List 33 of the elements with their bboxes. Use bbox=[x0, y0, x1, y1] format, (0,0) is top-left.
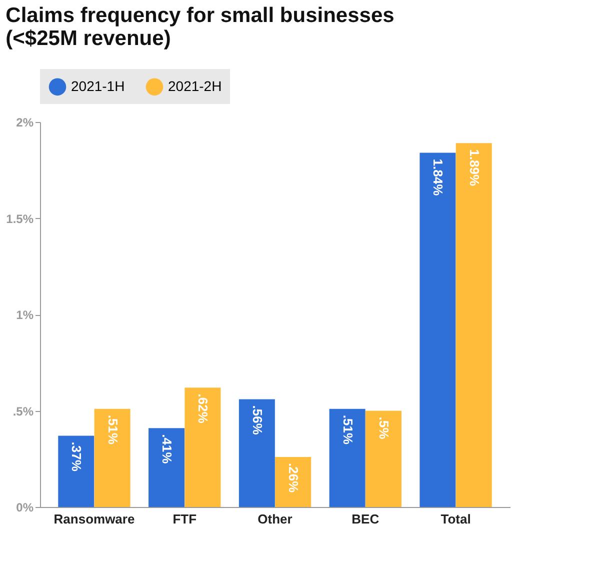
bar bbox=[94, 408, 130, 507]
bar bbox=[148, 428, 185, 507]
x-tick-label: Other bbox=[258, 512, 292, 526]
bar bbox=[329, 408, 366, 507]
data-label: .26% bbox=[286, 462, 302, 494]
y-tick-label: 1% bbox=[16, 308, 34, 322]
y-tick-label: 2% bbox=[16, 116, 34, 130]
bar bbox=[238, 399, 275, 507]
data-label: .62% bbox=[196, 394, 211, 424]
y-tick-label: .5% bbox=[12, 404, 34, 418]
x-tick-label: Ransomware bbox=[54, 512, 135, 526]
y-tick-label: 0% bbox=[16, 500, 34, 514]
y-tick-label: 1.5% bbox=[6, 212, 34, 226]
legend-label: 2021-2H bbox=[168, 78, 222, 94]
data-label: .51% bbox=[340, 414, 356, 445]
data-label: .37% bbox=[69, 442, 84, 472]
data-label: .5% bbox=[376, 416, 392, 440]
x-tick-label: Total bbox=[440, 512, 471, 526]
data-label: 1.84% bbox=[430, 158, 446, 196]
bar bbox=[456, 143, 492, 507]
bar bbox=[184, 388, 221, 507]
x-tick-label: FTF bbox=[172, 512, 197, 526]
bar bbox=[365, 410, 402, 507]
data-label: .56% bbox=[250, 405, 265, 436]
legend-label: 2021-1H bbox=[71, 78, 125, 94]
bar bbox=[420, 152, 456, 507]
x-tick-label: BEC bbox=[352, 512, 380, 526]
data-label: .51% bbox=[105, 414, 120, 445]
data-label: 1.89% bbox=[466, 149, 482, 186]
bar bbox=[58, 436, 94, 507]
data-label: .41% bbox=[160, 434, 175, 464]
bar bbox=[275, 456, 312, 507]
chart-title: Claims frequency for small businesses (<$25M revenue) bbox=[6, 4, 394, 50]
